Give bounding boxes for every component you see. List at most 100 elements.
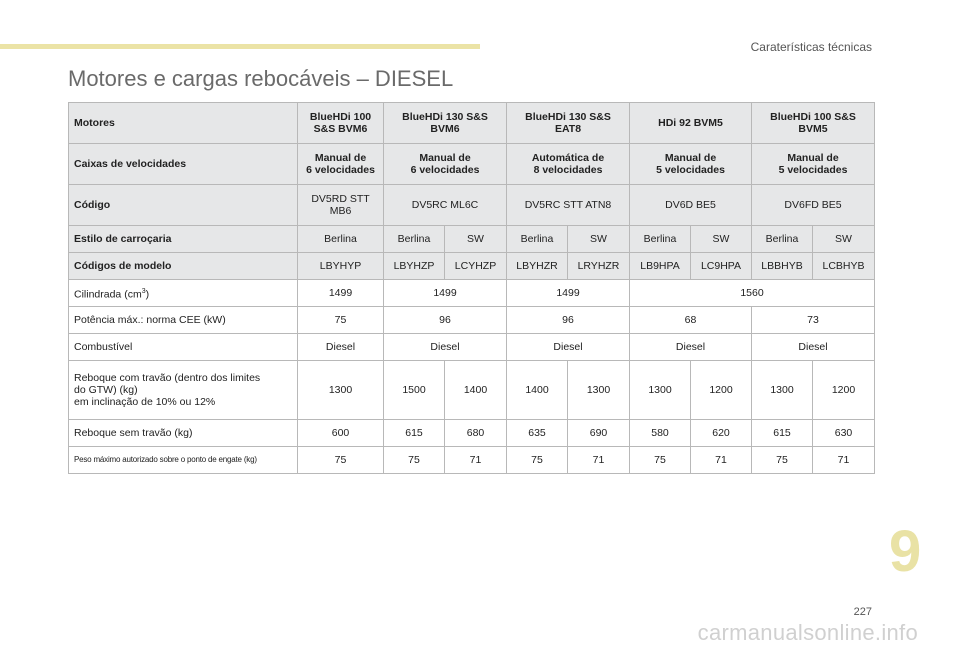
table-cell: 75 — [383, 446, 445, 474]
row-label-text: Cilindrada (cm — [74, 288, 142, 301]
table-cell: Manual de 6 velocidades — [383, 143, 507, 185]
row-label: Caixas de velocidades — [68, 143, 298, 185]
table-cell: 1300 — [567, 360, 630, 420]
table-cell: 1200 — [690, 360, 752, 420]
table-cell: SW — [690, 225, 752, 253]
table-cell: 630 — [812, 419, 875, 447]
table-cell: 1200 — [812, 360, 875, 420]
table-cell: 68 — [629, 306, 752, 334]
table-cell: 96 — [506, 306, 630, 334]
table-cell: DV5RC STT ATN8 — [506, 184, 630, 226]
row-label: Motores — [68, 102, 298, 144]
table-cell: LRYHZR — [567, 252, 630, 280]
table-cell: BlueHDi 130 S&S BVM6 — [383, 102, 507, 144]
table-cell: Berlina — [383, 225, 445, 253]
table-cell: BlueHDi 130 S&S EAT8 — [506, 102, 630, 144]
table-cell: Berlina — [751, 225, 813, 253]
table-cell: SW — [567, 225, 630, 253]
table-cell: LBYHZR — [506, 252, 568, 280]
table-cell: 1499 — [297, 279, 384, 307]
section-label: Caraterísticas técnicas — [750, 40, 872, 54]
table-cell: SW — [444, 225, 507, 253]
table-cell: 96 — [383, 306, 507, 334]
row-label-superscript: 3 — [141, 287, 146, 295]
page-title: Motores e cargas rebocáveis – DIESEL — [68, 66, 454, 91]
engine-spec-table: Motores BlueHDi 100 S&S BVM6 BlueHDi 130 … — [68, 102, 875, 474]
table-cell: 1400 — [444, 360, 507, 420]
table-row-reboque-sem-travao: Reboque sem travão (kg) 600 615 680 635 … — [68, 419, 875, 447]
table-cell: 615 — [383, 419, 445, 447]
table-cell: 75 — [297, 306, 384, 334]
table-cell: DV5RD STT MB6 — [297, 184, 384, 226]
table-cell: SW — [812, 225, 875, 253]
table-cell: DV6FD BE5 — [751, 184, 875, 226]
table-cell: Diesel — [751, 333, 875, 361]
table-cell: LBYHZP — [383, 252, 445, 280]
table-cell: 1500 — [383, 360, 445, 420]
row-label: Código — [68, 184, 298, 226]
table-cell: 1300 — [751, 360, 813, 420]
table-cell: Berlina — [506, 225, 568, 253]
table-row-motores: Motores BlueHDi 100 S&S BVM6 BlueHDi 130 … — [68, 102, 875, 144]
table-row-codigos-modelo: Códigos de modelo LBYHYP LBYHZP LCYHZP L… — [68, 252, 875, 280]
table-row-reboque-com-travao: Reboque com travão (dentro dos limites do… — [68, 360, 875, 420]
page-number: 227 — [853, 606, 872, 618]
table-cell: 1300 — [297, 360, 384, 420]
table-cell: 71 — [690, 446, 752, 474]
row-label: Combustível — [68, 333, 298, 361]
chapter-number: 9 — [889, 519, 922, 584]
watermark: carmanualsonline.info — [697, 620, 918, 645]
table-cell: Diesel — [506, 333, 630, 361]
table-cell: Diesel — [383, 333, 507, 361]
table-cell: 75 — [629, 446, 691, 474]
table-row-peso-maximo: Peso máximo autorizado sobre o ponto de … — [68, 446, 875, 474]
table-cell: Diesel — [297, 333, 384, 361]
table-cell: DV6D BE5 — [629, 184, 752, 226]
table-cell: 71 — [444, 446, 507, 474]
table-cell: 1499 — [506, 279, 630, 307]
table-cell: BlueHDi 100 S&S BVM6 — [297, 102, 384, 144]
row-label: Peso máximo autorizado sobre o ponto de … — [68, 446, 298, 474]
row-label: Reboque sem travão (kg) — [68, 419, 298, 447]
table-row-cilindrada: Cilindrada (cm3) 1499 1499 1499 1560 — [68, 279, 875, 307]
table-cell: Diesel — [629, 333, 752, 361]
header-accent-bar — [0, 44, 480, 49]
row-label-end: ) — [145, 288, 150, 301]
table-row-caixas: Caixas de velocidades Manual de 6 velocid… — [68, 143, 875, 185]
table-cell: 620 — [690, 419, 752, 447]
table-cell: 71 — [812, 446, 875, 474]
table-cell: LB9HPA — [629, 252, 691, 280]
table-cell: 73 — [751, 306, 875, 334]
row-label: Códigos de modelo — [68, 252, 298, 280]
table-cell: LC9HPA — [690, 252, 752, 280]
table-cell: 1560 — [629, 279, 875, 307]
table-cell: 690 — [567, 419, 630, 447]
table-cell: 635 — [506, 419, 568, 447]
table-cell: Automática de 8 velocidades — [506, 143, 630, 185]
table-cell: LBYHYP — [297, 252, 384, 280]
table-cell: 71 — [567, 446, 630, 474]
table-cell: LCBHYB — [812, 252, 875, 280]
table-cell: BlueHDi 100 S&S BVM5 — [751, 102, 875, 144]
row-label: Estilo de carroçaria — [68, 225, 298, 253]
row-label: Reboque com travão (dentro dos limites do… — [68, 360, 298, 420]
table-cell: LCYHZP — [444, 252, 507, 280]
table-cell: DV5RC ML6C — [383, 184, 507, 226]
table-cell: LBBHYB — [751, 252, 813, 280]
table-cell: Berlina — [629, 225, 691, 253]
table-cell: Manual de 5 velocidades — [751, 143, 875, 185]
table-cell: 75 — [297, 446, 384, 474]
table-cell: Manual de 5 velocidades — [629, 143, 752, 185]
table-cell: 75 — [751, 446, 813, 474]
table-cell: 580 — [629, 419, 691, 447]
table-cell: HDi 92 BVM5 — [629, 102, 752, 144]
table-cell: 1400 — [506, 360, 568, 420]
table-cell: 1499 — [383, 279, 507, 307]
table-cell: Berlina — [297, 225, 384, 253]
table-cell: 1300 — [629, 360, 691, 420]
table-cell: 615 — [751, 419, 813, 447]
table-row-estilo: Estilo de carroçaria Berlina Berlina SW … — [68, 225, 875, 253]
table-row-combustivel: Combustível Diesel Diesel Diesel Diesel … — [68, 333, 875, 361]
table-cell: 680 — [444, 419, 507, 447]
table-row-codigo: Código DV5RD STT MB6 DV5RC ML6C DV5RC STT… — [68, 184, 875, 226]
